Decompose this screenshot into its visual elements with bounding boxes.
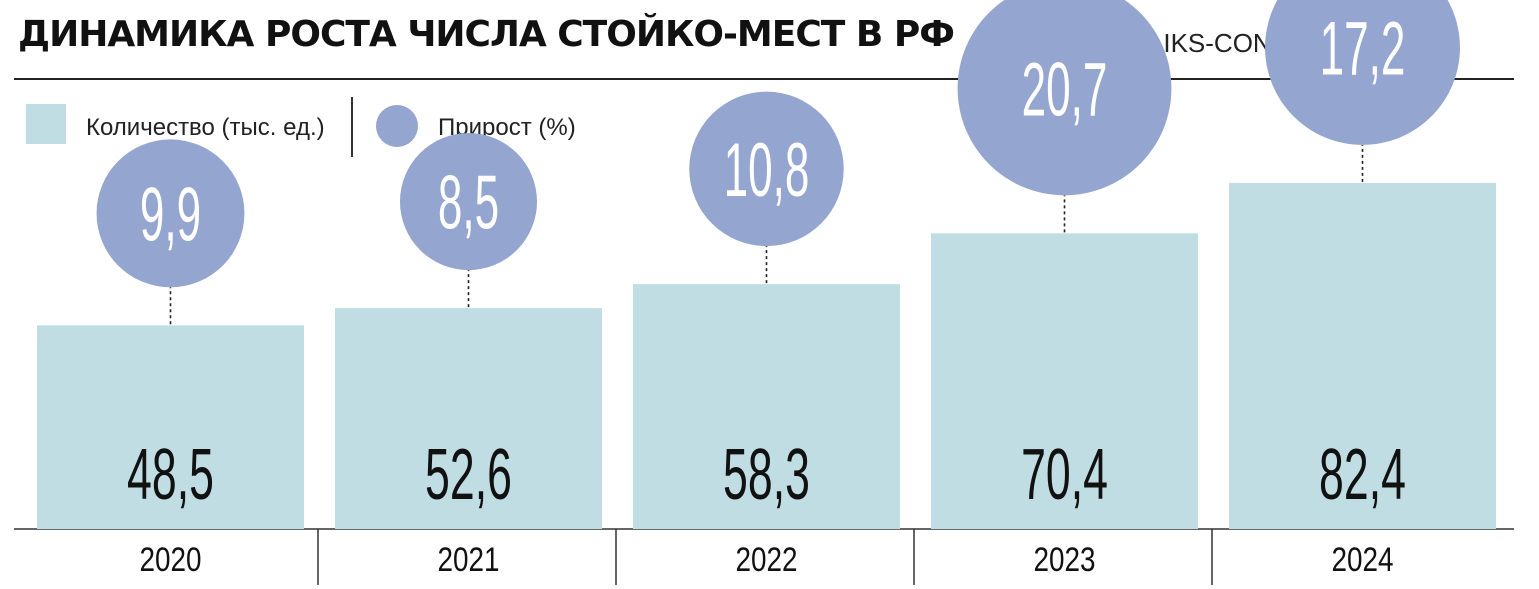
x-tick-label-2020: 2020 [139,540,201,578]
bar-2023 [931,233,1198,529]
bar-2020 [37,325,304,529]
growth-value-label-2020: 9,9 [140,173,201,257]
growth-value-label-2024: 17,2 [1320,7,1406,91]
bar-value-label-2024: 82,4 [1319,434,1406,515]
growth-value-label-2023: 20,7 [1022,48,1108,132]
x-tick-label-2022: 2022 [736,540,798,578]
chart-title: ДИНАМИКА РОСТА ЧИСЛА СТОЙКО-МЕСТ В РФ [18,14,955,55]
growth-circle-2022 [689,91,844,247]
growth-circle-2020 [96,139,245,288]
x-tick-label-2023: 2023 [1033,540,1095,578]
bar-value-label-2023: 70,4 [1021,434,1108,515]
growth-circle-2021 [399,133,538,271]
legend-separator [351,97,353,157]
growth-value-label-2021: 8,5 [438,161,499,245]
legend-swatch-growth [376,105,418,147]
bar-value-label-2020: 48,5 [127,434,214,515]
growth-value-label-2022: 10,8 [724,129,810,213]
bar-2022 [633,284,900,529]
bar-2021 [335,308,602,529]
bar-2024 [1229,182,1496,530]
title-divider [14,78,1514,80]
x-tick-label-2024: 2024 [1332,540,1394,578]
growth-circle-2024 [1265,0,1460,145]
legend-swatch-count [26,104,66,144]
x-tick-label-2021: 2021 [438,540,500,578]
bar-value-label-2022: 58,3 [723,434,810,515]
legend-label-count: Количество (тыс. ед.) [86,114,325,141]
bar-value-label-2021: 52,6 [425,434,512,515]
growth-circle-2023 [957,0,1172,196]
